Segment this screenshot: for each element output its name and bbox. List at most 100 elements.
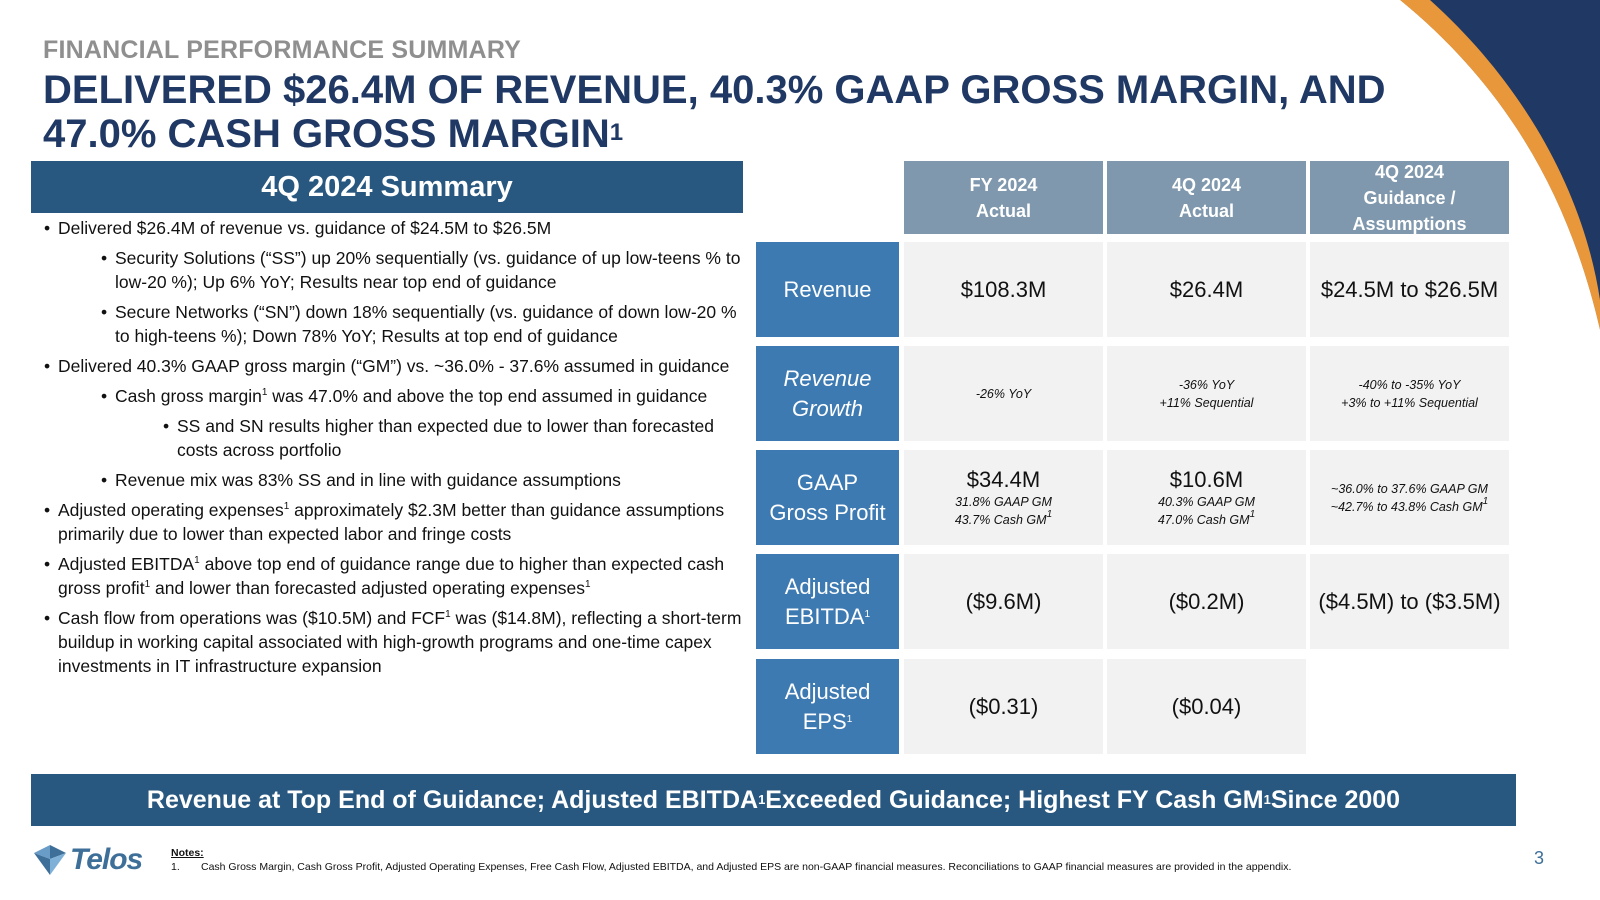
bullet-text: and lower than forecasted adjusted opera… bbox=[150, 578, 586, 598]
bullet-text: was ($14.8M), reflecting a short-term bu… bbox=[58, 608, 742, 676]
bullet-cash-gross-margin: Cash gross margin1 was 47.0% and above t… bbox=[101, 384, 744, 408]
note-item: 1. Cash Gross Margin, Cash Gross Profit, … bbox=[171, 860, 1291, 874]
cell-value: $10.6M bbox=[1169, 466, 1244, 492]
row-header-line: Gross Profit bbox=[769, 499, 886, 525]
headline-line-2: 47.0% CASH GROSS MARGIN1 bbox=[43, 112, 1423, 156]
cell-value: $108.3M bbox=[960, 276, 1047, 302]
cell-value: ~42.7% to 43.8% Cash GM1 bbox=[1331, 496, 1488, 516]
bullet-revenue: Delivered $26.4M of revenue vs. guidance… bbox=[44, 216, 744, 240]
bullet-cash-flow: Cash flow from operations was ($10.5M) a… bbox=[44, 606, 744, 678]
row-header-text: EPS bbox=[802, 708, 847, 734]
row-header-line: Revenue bbox=[783, 365, 872, 391]
bullet-adjusted-ebitda: Adjusted EBITDA1 above top end of guidan… bbox=[44, 552, 744, 600]
cell-value: ($0.04) bbox=[1171, 693, 1242, 719]
page-number: 3 bbox=[1534, 848, 1545, 868]
column-header-4q2024-guidance: 4Q 2024 Guidance / Assumptions bbox=[1310, 161, 1509, 234]
footnote-marker: 1 bbox=[585, 579, 591, 590]
summary-header: 4Q 2024 Summary bbox=[31, 161, 743, 213]
row-header-text: EBITDA bbox=[784, 603, 865, 629]
headline-line-2-text: 47.0% CASH GROSS MARGIN bbox=[43, 112, 610, 156]
cell-ebitda-guidance: ($4.5M) to ($3.5M) bbox=[1310, 554, 1509, 649]
cell-value: +3% to +11% Sequential bbox=[1341, 395, 1478, 410]
telos-mark-icon bbox=[34, 845, 66, 875]
footnote-marker: 1 bbox=[1046, 508, 1053, 520]
headline-line-1: DELIVERED $26.4M OF REVENUE, 40.3% GAAP … bbox=[43, 68, 1386, 112]
row-header-line: Growth bbox=[792, 395, 863, 421]
cell-value-text: 43.7% Cash GM bbox=[954, 512, 1047, 527]
bullet-text: Adjusted operating expenses bbox=[58, 500, 284, 520]
bullet-gaap-margin: Delivered 40.3% GAAP gross margin (“GM”)… bbox=[44, 354, 744, 378]
cell-value: ($0.31) bbox=[968, 693, 1039, 719]
cell-value: -26% YoY bbox=[975, 386, 1032, 401]
telos-logo: Telos bbox=[34, 843, 143, 877]
bullet-text: Cash flow from operations was ($10.5M) a… bbox=[58, 608, 446, 628]
column-header-line: 4Q 2024 bbox=[1374, 161, 1445, 182]
column-header-line: Guidance / bbox=[1363, 187, 1456, 208]
cell-revenue-fy2024: $108.3M bbox=[904, 242, 1103, 337]
conclusion-banner: Revenue at Top End of Guidance; Adjusted… bbox=[31, 774, 1516, 826]
footnote-marker: 1 bbox=[144, 579, 151, 590]
page-title: DELIVERED $26.4M OF REVENUE, 40.3% GAAP … bbox=[43, 68, 1423, 156]
banner-text: Exceeded Guidance; Highest FY Cash GM bbox=[765, 785, 1264, 814]
cell-growth-4q2024: -36% YoY +11% Sequential bbox=[1107, 346, 1306, 441]
bullet-adjusted-opex: Adjusted operating expenses1 approximate… bbox=[44, 498, 744, 546]
row-header-gaap-gross-profit: GAAP Gross Profit bbox=[756, 450, 899, 545]
bullet-security-solutions: Security Solutions (“SS”) up 20% sequent… bbox=[101, 246, 744, 294]
column-header-line: Actual bbox=[975, 200, 1031, 221]
row-header-line: Adjusted bbox=[784, 573, 871, 599]
cell-eps-fy2024: ($0.31) bbox=[904, 659, 1103, 754]
row-header-adjusted-ebitda: Adjusted EBITDA1 bbox=[756, 554, 899, 649]
cell-value: 40.3% GAAP GM bbox=[1158, 494, 1255, 509]
column-header-line: Actual bbox=[1178, 200, 1234, 221]
cell-value: ($9.6M) bbox=[965, 588, 1042, 614]
cell-gaap-guidance: ~36.0% to 37.6% GAAP GM ~42.7% to 43.8% … bbox=[1310, 450, 1509, 545]
cell-revenue-guidance: $24.5M to $26.5M bbox=[1310, 242, 1509, 337]
bullet-text: Adjusted EBITDA bbox=[58, 554, 195, 574]
bullet-text: approximately $2.3M better than guidance… bbox=[58, 500, 725, 544]
cell-value: 47.0% Cash GM1 bbox=[1157, 508, 1256, 529]
cell-growth-fy2024: -26% YoY bbox=[904, 346, 1103, 441]
note-text: Cash Gross Margin, Cash Gross Profit, Ad… bbox=[201, 861, 1292, 873]
banner-text: Since 2000 bbox=[1270, 785, 1401, 814]
bullet-text: was 47.0% and above the top end assumed … bbox=[267, 386, 708, 406]
cell-eps-4q2024: ($0.04) bbox=[1107, 659, 1306, 754]
row-header-line: EBITDA1 bbox=[785, 602, 870, 632]
cell-growth-guidance: -40% to -35% YoY +3% to +11% Sequential bbox=[1310, 346, 1509, 441]
note-number: 1. bbox=[171, 861, 180, 873]
cell-ebitda-4q2024: ($0.2M) bbox=[1107, 554, 1306, 649]
row-header-revenue-growth: Revenue Growth bbox=[756, 346, 899, 441]
bullet-secure-networks: Secure Networks (“SN”) down 18% sequenti… bbox=[101, 300, 744, 348]
notes-title: Notes: bbox=[171, 847, 204, 859]
bullet-text: above top end of guidance range due to h… bbox=[58, 554, 725, 598]
banner-text: Revenue at Top End of Guidance; Adjusted… bbox=[146, 785, 759, 814]
cell-ebitda-fy2024: ($9.6M) bbox=[904, 554, 1103, 649]
footnote-marker: 1 bbox=[283, 501, 290, 512]
footnote-marker: 1 bbox=[261, 387, 268, 398]
footnote-marker: 1 bbox=[194, 555, 200, 566]
cell-gaap-4q2024: $10.6M 40.3% GAAP GM 47.0% Cash GM1 bbox=[1107, 450, 1306, 545]
cell-value-text: 47.0% Cash GM bbox=[1157, 512, 1250, 527]
summary-bullets: Delivered $26.4M of revenue vs. guidance… bbox=[44, 216, 744, 684]
bullet-revenue-mix: Revenue mix was 83% SS and in line with … bbox=[101, 468, 744, 492]
footnote-marker: 1 bbox=[609, 119, 624, 146]
footnote-marker: 1 bbox=[1249, 508, 1256, 520]
footnote-marker: 1 bbox=[445, 609, 451, 620]
row-header-adjusted-eps: Adjusted EPS1 bbox=[756, 659, 899, 754]
bullet-text: Cash gross margin bbox=[115, 386, 262, 406]
cell-value: +11% Sequential bbox=[1159, 395, 1254, 410]
column-header-4q2024-actual: 4Q 2024 Actual bbox=[1107, 161, 1306, 234]
row-header-line: Adjusted bbox=[784, 678, 871, 704]
bullet-ss-sn-results: SS and SN results higher than expected d… bbox=[163, 414, 744, 462]
corner-decoration bbox=[1370, 0, 1600, 330]
footnote-marker: 1 bbox=[846, 713, 853, 725]
footnotes: Notes: 1. Cash Gross Margin, Cash Gross P… bbox=[171, 846, 1291, 874]
cell-value: -40% to -35% YoY bbox=[1358, 377, 1461, 392]
cell-value: ($4.5M) to ($3.5M) bbox=[1318, 588, 1501, 614]
cell-value: 43.7% Cash GM1 bbox=[954, 508, 1053, 529]
cell-value: $26.4M bbox=[1169, 276, 1244, 302]
cell-gaap-fy2024: $34.4M 31.8% GAAP GM 43.7% Cash GM1 bbox=[904, 450, 1103, 545]
eyebrow-title: FINANCIAL PERFORMANCE SUMMARY bbox=[43, 36, 522, 64]
cell-value: -36% YoY bbox=[1178, 377, 1235, 392]
cell-value: ~36.0% to 37.6% GAAP GM bbox=[1331, 481, 1488, 496]
column-header-line: Assumptions bbox=[1352, 213, 1467, 234]
